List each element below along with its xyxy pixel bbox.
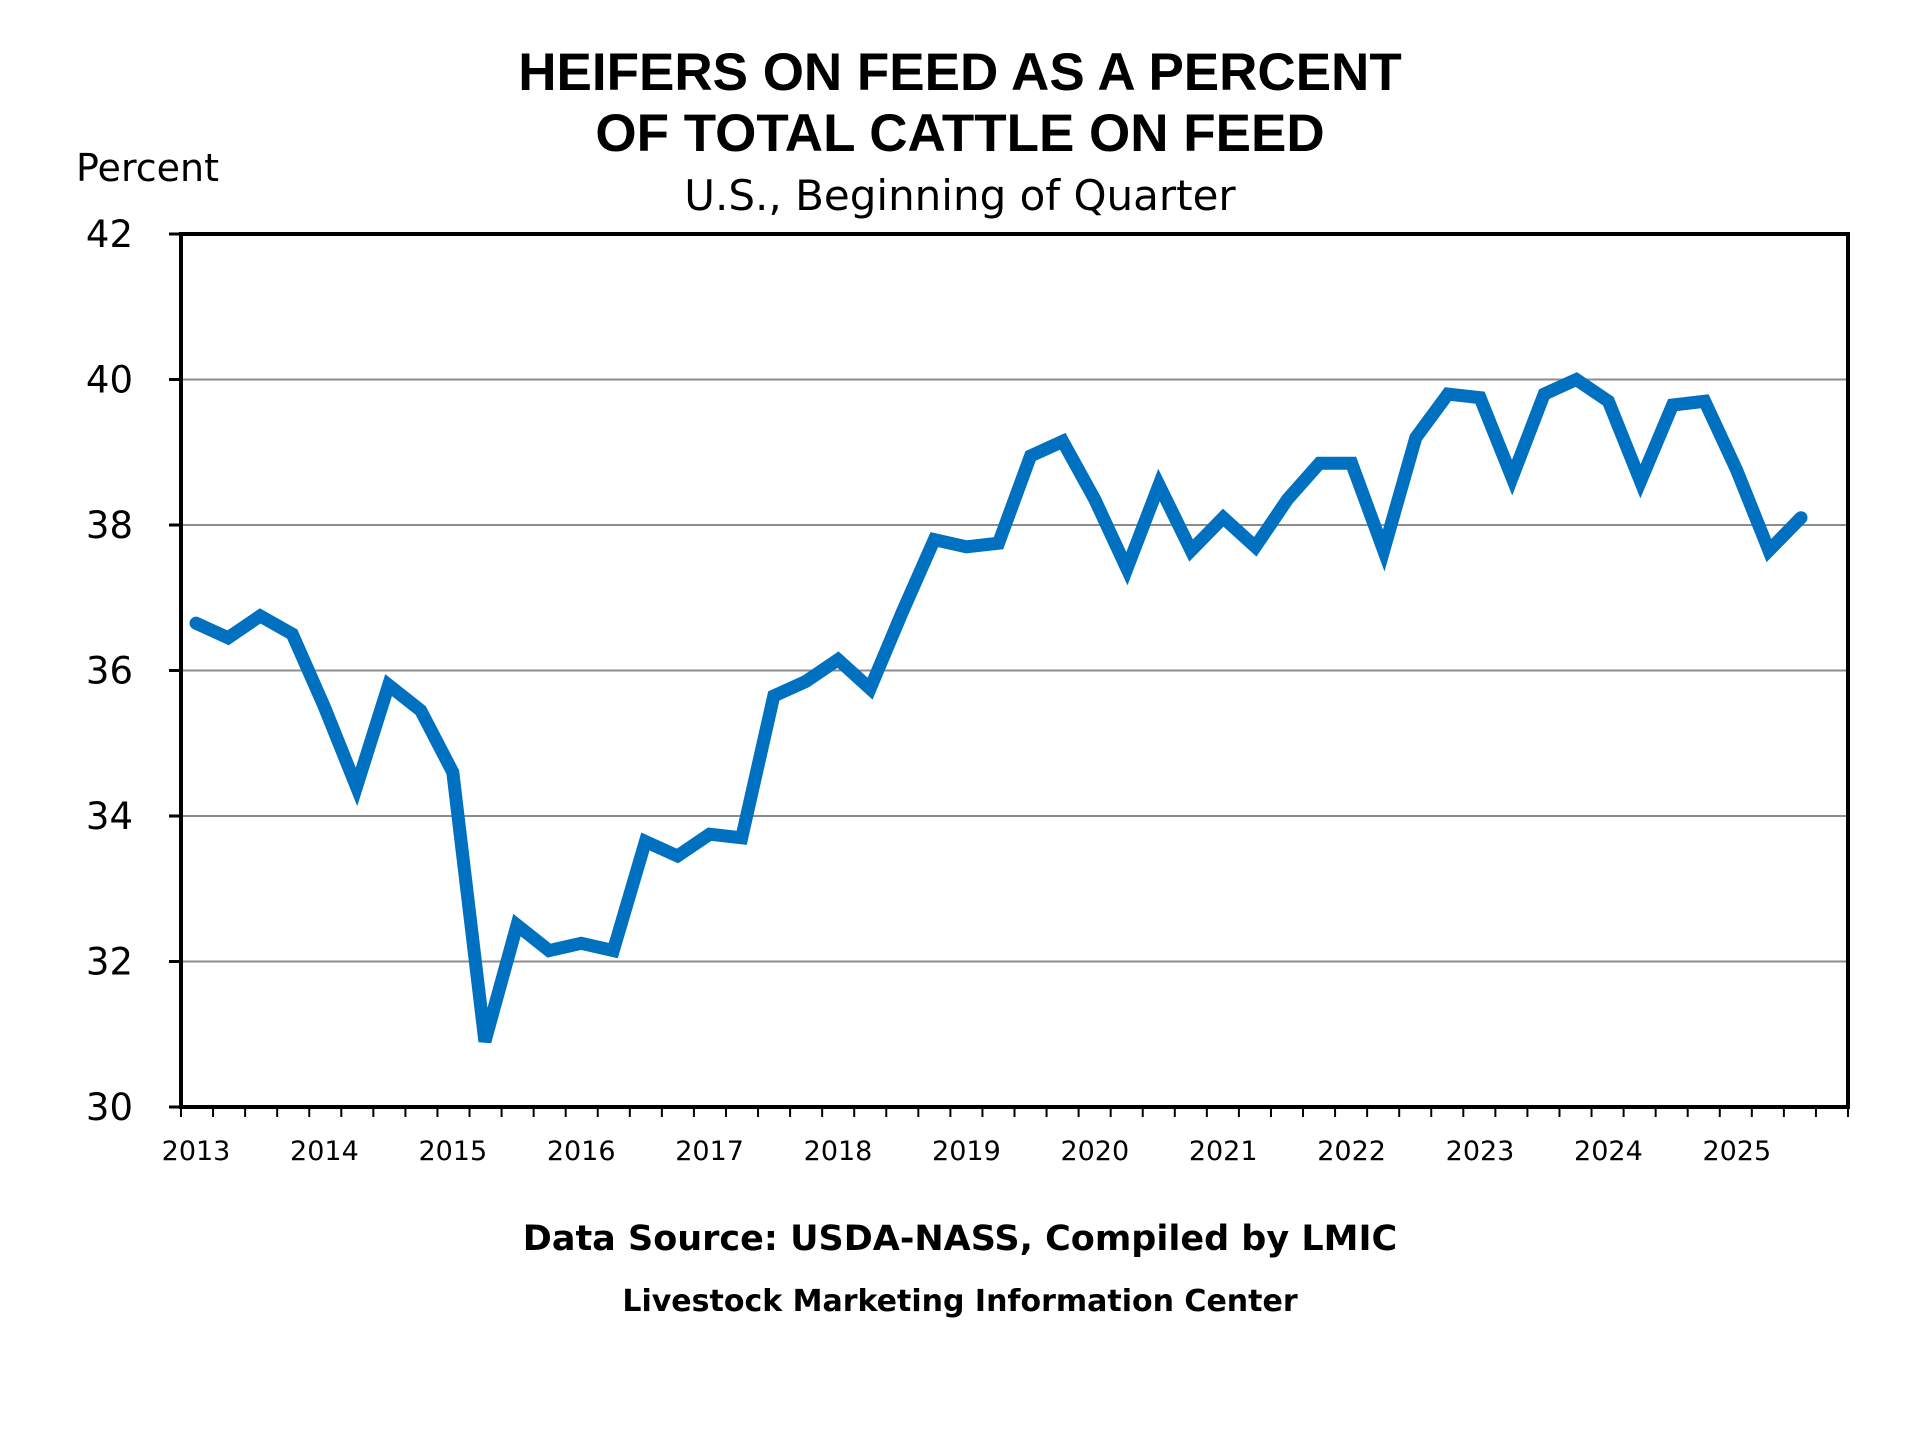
data-point bbox=[1351, 462, 1353, 464]
x-tick-label: 2017 bbox=[675, 1136, 744, 1167]
data-point bbox=[227, 637, 229, 639]
series-line bbox=[189, 372, 1808, 1044]
data-point bbox=[323, 706, 325, 708]
data-point bbox=[452, 771, 454, 773]
data-point bbox=[612, 950, 614, 952]
publisher-name: Livestock Marketing Information Center bbox=[622, 1284, 1298, 1319]
data-point bbox=[1190, 550, 1192, 551]
x-axis: 2013 2014 2015 2016 2017 2018 2019 2020 2021 2022… bbox=[162, 1107, 1849, 1167]
x-tick-label: 2023 bbox=[1446, 1136, 1515, 1167]
data-point bbox=[933, 539, 935, 541]
data-point bbox=[773, 695, 775, 697]
data-point bbox=[965, 546, 967, 548]
chart-subtitle: U.S., Beginning of Quarter bbox=[684, 171, 1236, 220]
data-point bbox=[1030, 455, 1032, 457]
gridlines bbox=[181, 378, 1848, 963]
data-point bbox=[837, 659, 839, 661]
data-point bbox=[1062, 440, 1064, 442]
data-point bbox=[580, 942, 582, 944]
data-point bbox=[1543, 393, 1545, 395]
data-point bbox=[1607, 400, 1609, 402]
x-tick-label: 2014 bbox=[290, 1136, 359, 1167]
data-point bbox=[548, 950, 550, 952]
x-tick-label: 2025 bbox=[1702, 1136, 1771, 1167]
data-point bbox=[1319, 462, 1320, 464]
x-tick-label: 2022 bbox=[1317, 1136, 1386, 1167]
y-axis: 30 32 34 36 38 40 42 bbox=[86, 213, 181, 1129]
data-point bbox=[1800, 517, 1802, 519]
data-point bbox=[1575, 379, 1577, 380]
data-point bbox=[388, 684, 390, 686]
data-point bbox=[741, 837, 743, 839]
data-point bbox=[644, 841, 646, 842]
y-axis-label: Percent bbox=[76, 146, 219, 190]
data-point bbox=[1254, 546, 1256, 548]
y-tick-label: 30 bbox=[86, 1086, 133, 1129]
data-point bbox=[516, 924, 518, 926]
x-tick-label: 2020 bbox=[1060, 1136, 1129, 1167]
data-point bbox=[1511, 477, 1513, 479]
data-point bbox=[1704, 400, 1706, 402]
data-point bbox=[356, 786, 357, 788]
data-point bbox=[1158, 484, 1160, 486]
x-tick-label: 2018 bbox=[804, 1136, 873, 1167]
data-source-note: Data Source: USDA-NASS, Compiled by LMIC bbox=[522, 1219, 1398, 1259]
y-tick-label: 32 bbox=[86, 941, 133, 984]
data-point bbox=[1768, 550, 1770, 551]
chart-title-line-2: OF TOTAL CATTLE ON FEED bbox=[595, 104, 1325, 163]
data-point bbox=[709, 833, 711, 835]
data-point bbox=[1094, 499, 1096, 500]
data-point bbox=[259, 615, 261, 617]
data-point bbox=[1447, 393, 1449, 395]
chart-title-line-1: HEIFERS ON FEED AS A PERCENT bbox=[518, 43, 1402, 102]
data-point bbox=[1672, 404, 1674, 406]
y-tick-label: 34 bbox=[86, 795, 133, 838]
series-layer bbox=[189, 372, 1808, 1044]
data-point bbox=[998, 542, 999, 544]
data-point bbox=[869, 688, 871, 690]
data-point bbox=[1736, 469, 1738, 471]
data-point bbox=[291, 633, 293, 635]
data-point bbox=[420, 710, 422, 711]
y-tick-label: 36 bbox=[86, 650, 133, 693]
y-tick-label: 40 bbox=[86, 359, 133, 402]
data-point bbox=[195, 622, 197, 624]
plot-area-border bbox=[179, 232, 1850, 1109]
data-point bbox=[1640, 480, 1641, 482]
x-tick-label: 2021 bbox=[1189, 1136, 1258, 1167]
data-point bbox=[1126, 568, 1128, 570]
x-tick-label: 2015 bbox=[418, 1136, 487, 1167]
y-tick-label: 42 bbox=[86, 213, 133, 256]
x-tick-label: 2016 bbox=[547, 1136, 616, 1167]
data-point bbox=[1383, 550, 1385, 551]
data-point bbox=[677, 855, 678, 857]
data-point bbox=[1286, 499, 1288, 500]
data-point bbox=[1479, 397, 1481, 399]
data-point bbox=[484, 1041, 486, 1042]
x-tick-label: 2013 bbox=[162, 1136, 231, 1167]
data-point bbox=[805, 680, 807, 682]
data-point bbox=[901, 611, 903, 613]
data-point bbox=[1415, 437, 1417, 439]
data-point bbox=[1222, 517, 1224, 519]
x-tick-label: 2019 bbox=[932, 1136, 1001, 1167]
x-tick-label: 2024 bbox=[1574, 1136, 1643, 1167]
y-tick-label: 38 bbox=[86, 504, 133, 547]
